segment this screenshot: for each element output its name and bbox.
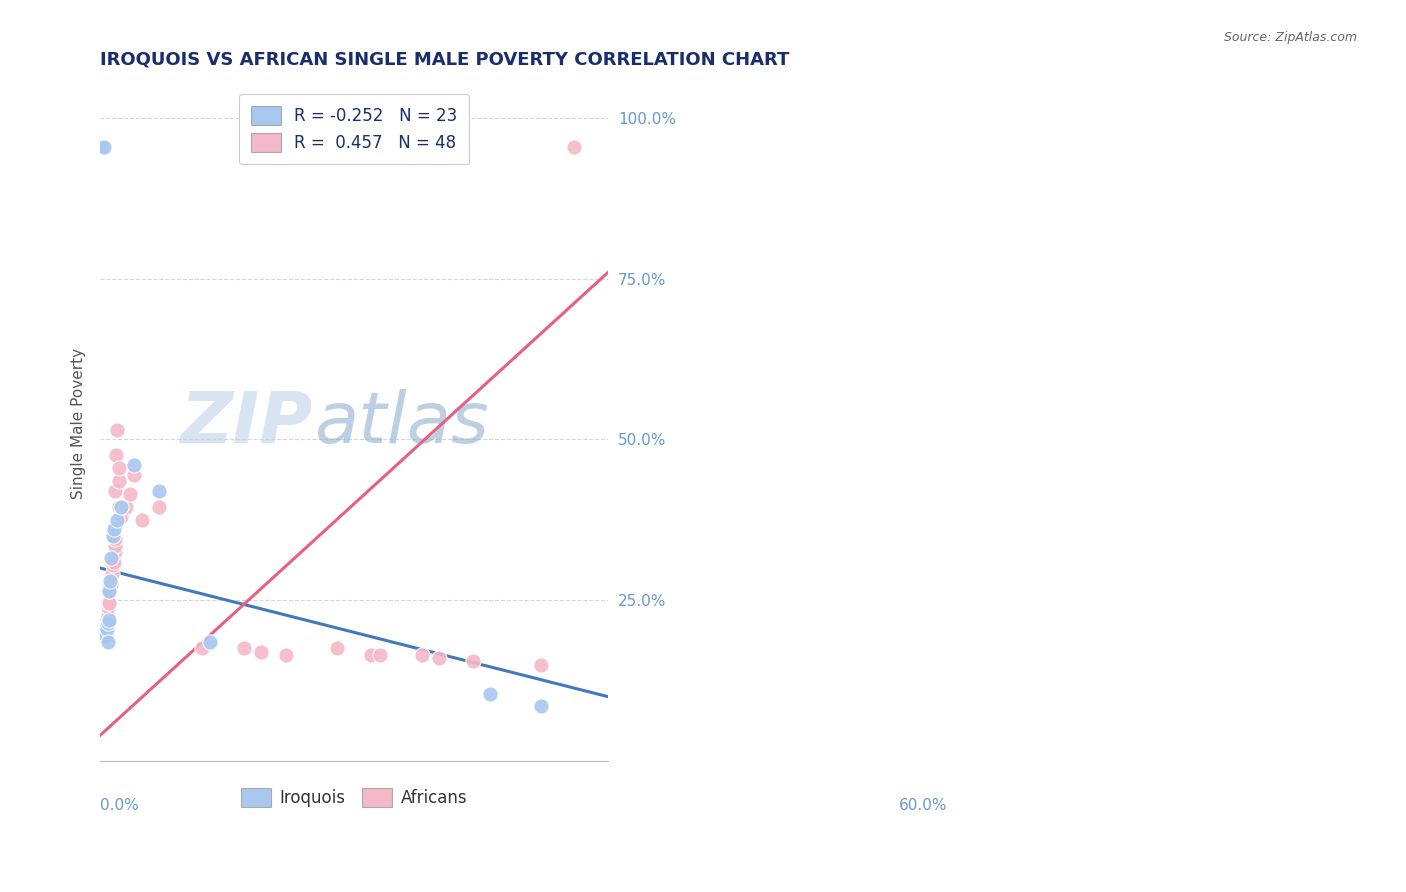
Point (122, 458, 145, 472)
Point (91, 629, 114, 643)
Point (94, 615, 117, 630)
Point (94, 619, 117, 633)
Point (93, 629, 115, 643)
Point (96, 615, 118, 630)
Point (103, 555, 125, 569)
Point (97, 580, 120, 594)
Text: Source: ZipAtlas.com: Source: ZipAtlas.com (1223, 31, 1357, 45)
Point (233, 641, 256, 656)
Point (94, 622, 117, 636)
Point (148, 483, 170, 498)
Point (90, 622, 112, 636)
Text: 60.0%: 60.0% (898, 798, 948, 814)
Y-axis label: Single Male Poverty: Single Male Poverty (72, 348, 86, 499)
Point (200, 635, 222, 649)
Point (105, 423, 128, 437)
Point (105, 513, 128, 527)
Point (98, 577, 121, 591)
Point (103, 523, 125, 537)
Point (103, 539, 125, 553)
Point (360, 648, 382, 662)
Point (529, 657, 551, 672)
Point (100, 551, 122, 566)
Point (107, 474, 129, 488)
Point (191, 641, 214, 656)
Text: ZIP: ZIP (181, 389, 314, 458)
Point (98, 583, 121, 598)
Point (461, 654, 484, 668)
Point (93, 139, 115, 153)
Point (564, 139, 586, 153)
Point (93, 629, 115, 643)
Point (97, 583, 120, 598)
Point (478, 686, 501, 700)
Text: atlas: atlas (314, 389, 488, 458)
Point (96, 622, 118, 636)
Point (98, 580, 121, 594)
Point (122, 467, 145, 482)
Point (110, 509, 132, 524)
Text: 0.0%: 0.0% (100, 798, 139, 814)
Point (276, 648, 298, 662)
Point (104, 532, 127, 546)
Point (93, 622, 115, 636)
Legend: Iroquois, Africans: Iroquois, Africans (235, 781, 474, 814)
Point (96, 613, 118, 627)
Point (110, 500, 132, 514)
Point (250, 645, 273, 659)
Point (94, 619, 117, 633)
Point (368, 648, 391, 662)
Point (97, 635, 120, 649)
Text: IROQUOIS VS AFRICAN SINGLE MALE POVERTY CORRELATION CHART: IROQUOIS VS AFRICAN SINGLE MALE POVERTY … (100, 51, 790, 69)
Point (94, 629, 117, 643)
Point (114, 500, 136, 514)
Point (94, 625, 117, 640)
Point (411, 648, 433, 662)
Point (131, 513, 153, 527)
Point (97, 599, 120, 614)
Point (326, 641, 349, 656)
Point (98, 574, 121, 588)
Point (94, 619, 117, 633)
Point (101, 567, 124, 582)
Point (104, 483, 127, 498)
Point (94, 622, 117, 636)
Point (105, 449, 128, 463)
Point (148, 500, 170, 514)
Point (101, 529, 124, 543)
Point (101, 558, 124, 572)
Point (100, 577, 122, 591)
Point (103, 545, 125, 559)
Point (97, 597, 120, 611)
Point (90, 139, 112, 153)
Point (107, 461, 129, 475)
Point (97, 613, 120, 627)
Point (118, 487, 141, 501)
Point (97, 597, 120, 611)
Point (97, 615, 120, 630)
Point (529, 699, 551, 714)
Point (427, 651, 450, 665)
Point (107, 500, 129, 514)
Point (97, 609, 120, 624)
